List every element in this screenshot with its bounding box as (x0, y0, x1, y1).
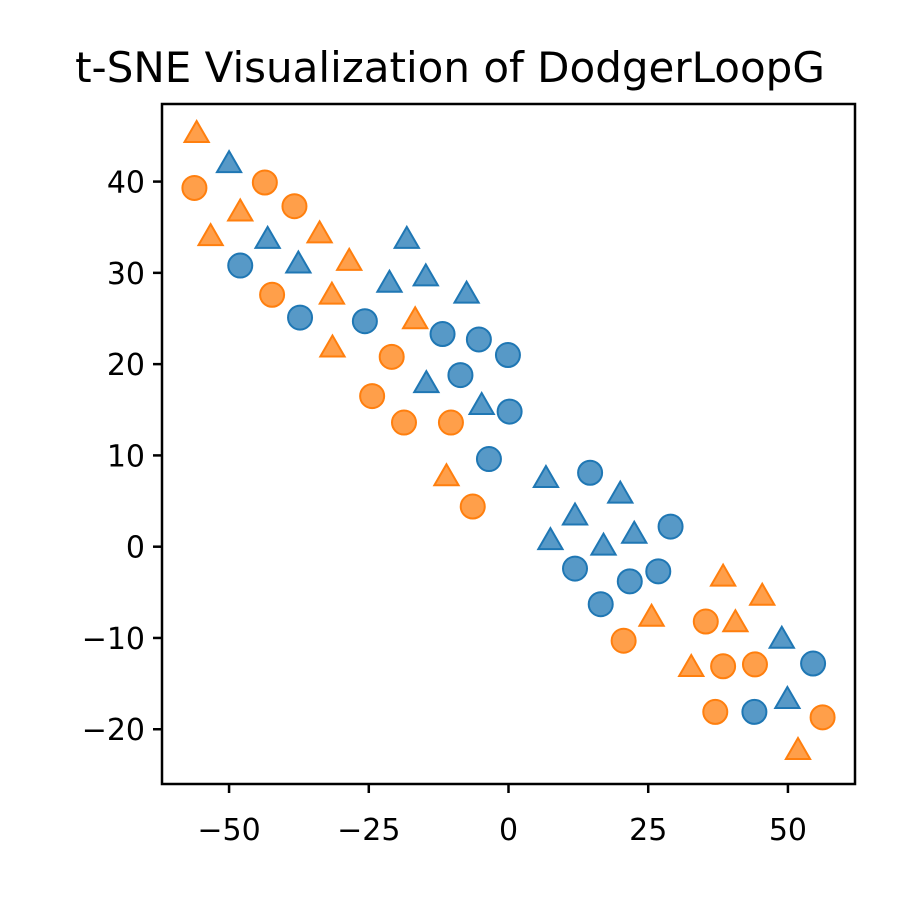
data-point-circle (475, 446, 502, 473)
data-point-triangle (452, 279, 481, 304)
y-tick-label: 40 (107, 166, 145, 201)
data-point-triangle (784, 736, 812, 761)
data-point-triangle (392, 224, 421, 249)
data-point-circle (459, 493, 486, 520)
x-tick-label: 50 (769, 813, 807, 848)
data-point-circle (657, 513, 684, 540)
data-point-circle (251, 169, 278, 196)
data-point-triangle (196, 222, 225, 247)
data-point-circle (692, 608, 719, 635)
data-point-triangle (637, 602, 666, 627)
data-point-circle (809, 704, 836, 731)
x-tick-label: −25 (337, 813, 400, 848)
data-point-circle (702, 698, 729, 725)
data-point-circle (577, 459, 604, 486)
data-point-circle (259, 281, 286, 308)
data-point-circle (800, 650, 827, 677)
data-point-circle (390, 409, 417, 436)
data-point-circle (616, 568, 643, 595)
data-point-triangle (709, 562, 737, 587)
data-point-circle (496, 398, 523, 425)
data-point-triangle (305, 219, 334, 244)
data-point-circle (447, 362, 474, 389)
data-point-triangle (432, 462, 461, 487)
data-point-circle (359, 383, 386, 410)
y-tick-label: 30 (107, 257, 145, 292)
y-tick-label: −10 (82, 622, 145, 657)
data-point-circle (562, 555, 589, 582)
data-point-triangle (606, 479, 635, 504)
x-tick-label: 25 (629, 813, 667, 848)
data-point-circle (429, 321, 456, 348)
data-point-triangle (532, 464, 560, 489)
y-axis: 40 30 20 10 0 −10 −20 (82, 166, 162, 748)
data-point-circle (465, 326, 492, 353)
data-point-triangle (589, 531, 618, 556)
x-tick-label: −50 (197, 813, 260, 848)
series-1 (227, 252, 827, 725)
data-point-circle (227, 252, 254, 279)
data-point-circle (741, 698, 768, 725)
data-point-triangle (318, 280, 346, 305)
data-point-circle (378, 343, 405, 370)
data-point-triangle (284, 249, 313, 274)
data-point-circle (645, 558, 672, 585)
data-point-triangle (182, 119, 211, 144)
data-point-triangle (375, 268, 404, 293)
data-point-circle (741, 651, 768, 678)
series-3 (181, 169, 836, 731)
data-point-triangle (677, 652, 706, 677)
data-point-circle (281, 193, 308, 220)
plot-frame (160, 102, 857, 786)
data-point-circle (610, 627, 637, 654)
chart-title: t-SNE Visualization of DodgerLoopG (75, 43, 825, 92)
y-tick-label: −20 (82, 713, 145, 748)
data-point-triangle (401, 305, 430, 330)
data-point-triangle (215, 149, 243, 174)
data-point-triangle (411, 262, 440, 287)
data-point-triangle (412, 369, 441, 394)
data-point-circle (710, 653, 737, 680)
data-point-circle (494, 342, 521, 369)
data-point-circle (587, 591, 614, 618)
y-tick-label: 10 (107, 439, 145, 474)
x-axis: −50 −25 0 25 50 (197, 784, 807, 848)
y-tick-label: 20 (107, 348, 145, 383)
series-2 (215, 149, 802, 709)
series-4 (182, 119, 812, 761)
data-point-triangle (253, 224, 282, 249)
data-point-triangle (467, 391, 496, 416)
x-tick-label: 0 (499, 813, 518, 848)
y-tick-label: 0 (126, 531, 145, 566)
data-point-triangle (721, 608, 750, 633)
data-point-triangle (335, 246, 364, 271)
data-point-circle (181, 174, 208, 201)
data-point-circle (351, 308, 378, 335)
data-point-triangle (226, 197, 255, 222)
data-point-circle (287, 304, 314, 331)
data-points (181, 119, 836, 761)
data-point-triangle (318, 333, 347, 358)
data-point-triangle (767, 624, 796, 649)
data-point-triangle (620, 519, 649, 544)
data-point-triangle (561, 501, 589, 526)
data-point-triangle (748, 581, 777, 606)
data-point-triangle (536, 526, 565, 551)
data-point-circle (437, 409, 464, 436)
data-point-triangle (773, 684, 802, 709)
